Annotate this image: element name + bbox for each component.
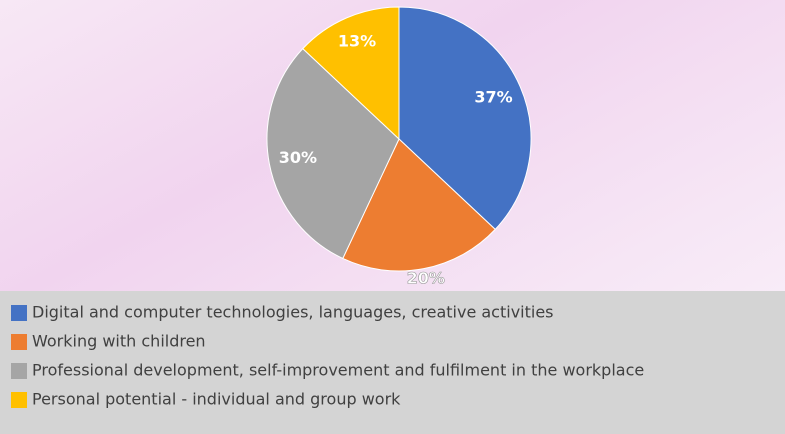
legend-swatch bbox=[11, 305, 27, 321]
data-label: 30% bbox=[279, 148, 317, 167]
data-label: 20% bbox=[407, 269, 445, 288]
data-label: 13% bbox=[338, 32, 376, 51]
legend-swatch bbox=[11, 363, 27, 379]
legend-swatch bbox=[11, 392, 27, 408]
data-label: 37% bbox=[474, 88, 512, 107]
legend-label: Personal potential - individual and grou… bbox=[32, 390, 401, 409]
legend-label: Working with children bbox=[32, 332, 206, 351]
legend-swatch bbox=[11, 334, 27, 350]
legend-box bbox=[0, 291, 785, 434]
pie-slice bbox=[398, 6, 532, 231]
legend-label: Professional development, self-improveme… bbox=[32, 361, 644, 380]
pie-slice bbox=[302, 6, 400, 141]
legend-label: Digital and computer technologies, langu… bbox=[32, 303, 554, 322]
pie-slice bbox=[266, 47, 400, 260]
pie-slice bbox=[342, 138, 496, 272]
